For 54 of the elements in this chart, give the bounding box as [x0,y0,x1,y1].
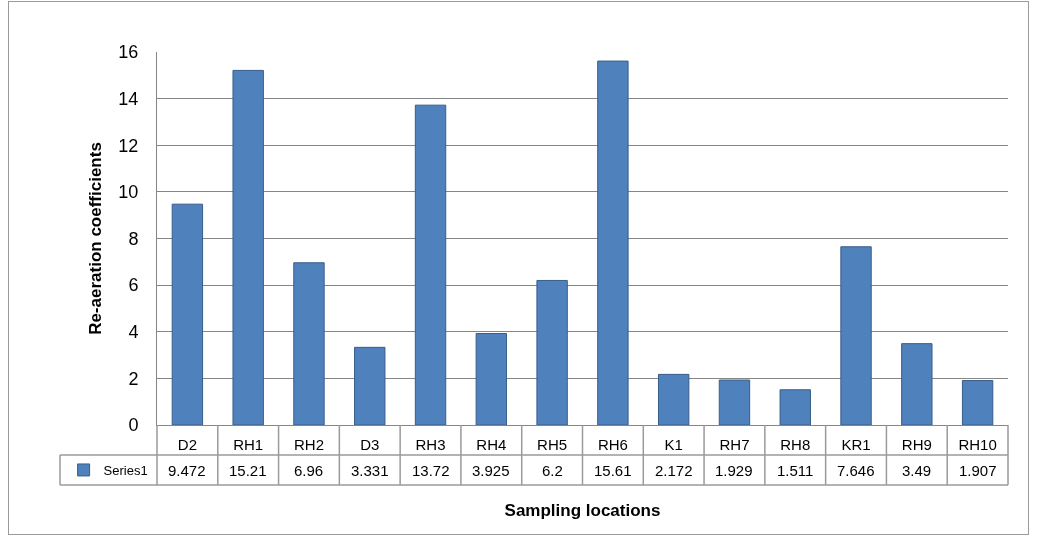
x-tick-label: RH2 [293,436,324,453]
x-tick-label: RH5 [537,436,568,453]
x-tick-label: RH1 [233,436,264,453]
legend-label: Series1 [103,463,148,479]
y-tick-label: 16 [118,42,139,63]
x-tick-label: D3 [360,436,380,453]
y-axis-title: Re-aeration coefficients [85,142,105,335]
data-label: 9.472 [168,462,206,479]
x-tick-label: RH8 [780,436,811,453]
x-tick-label: RH3 [415,436,446,453]
data-label: 1.929 [715,462,753,479]
y-tick-label: 4 [128,322,139,343]
x-tick-label: RH4 [476,436,507,453]
y-tick-label: 12 [118,135,139,156]
bar [414,104,447,425]
data-label: 13.72 [412,462,450,479]
bar [293,262,325,425]
y-tick-label: 2 [128,368,139,389]
bar [536,279,568,425]
data-label: 6.2 [542,462,563,479]
data-label: 1.907 [959,462,997,479]
y-tick-label: 8 [128,228,139,249]
data-label: 15.61 [594,462,632,479]
data-label: 3.331 [351,462,389,479]
bar [657,373,690,425]
x-tick-label: KR1 [841,436,871,453]
bar [840,246,872,425]
bar [901,343,933,425]
bar [475,333,508,425]
y-tick-label: 6 [128,275,139,296]
y-tick-label: 0 [128,415,139,436]
data-label: 3.49 [902,462,932,479]
x-tick-label: D2 [177,436,197,453]
y-tick-label: 10 [118,182,139,203]
data-label: 7.646 [837,462,875,479]
data-label: 1.511 [777,462,814,479]
bar [961,380,994,425]
bar [779,389,811,425]
bar [171,203,204,425]
data-label: 6.96 [294,462,324,479]
data-label: 2.172 [655,462,693,479]
y-tick-label: 14 [118,88,139,109]
data-label: 15.21 [229,462,267,479]
data-label: 3.925 [472,462,510,479]
x-tick-label: RH6 [597,436,628,453]
x-axis-title: Sampling locations [504,501,661,521]
bar [718,379,751,425]
bar [597,60,629,425]
x-tick-label: K1 [664,436,683,453]
x-tick-label: RH7 [719,436,750,453]
x-tick-label: RH10 [958,436,997,453]
bar [232,69,264,425]
bar [354,346,386,425]
x-tick-label: RH9 [901,436,932,453]
